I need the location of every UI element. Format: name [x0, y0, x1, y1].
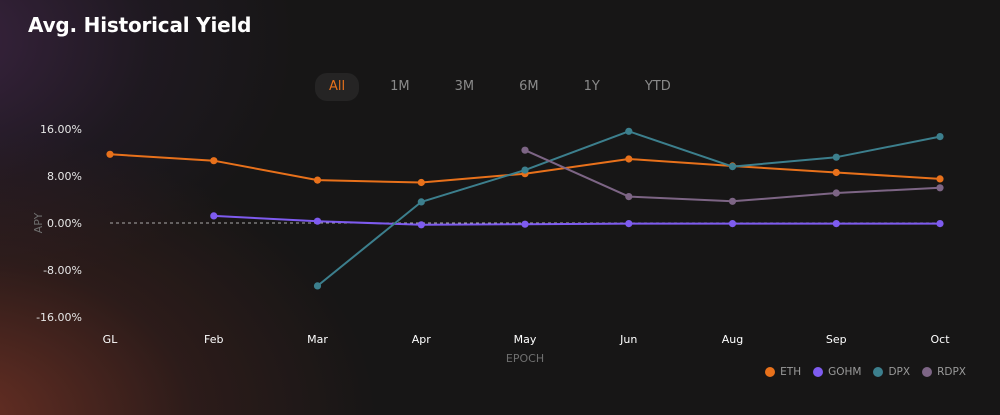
data-point-gohm[interactable] — [521, 220, 529, 228]
dpx-swatch — [873, 367, 884, 377]
legend-label-eth: ETH — [780, 366, 802, 378]
data-point-eth[interactable] — [210, 157, 218, 165]
legend-item-gohm[interactable]: GOHM — [813, 366, 861, 378]
tab-all[interactable]: All — [315, 73, 360, 101]
page-title: Avg. Historical Yield — [28, 13, 252, 37]
x-tick-label: Mar — [307, 333, 328, 346]
tab-6m[interactable]: 6M — [519, 79, 539, 94]
data-point-dpx[interactable] — [832, 153, 840, 161]
y-tick-label: -16.00% — [36, 311, 82, 324]
tab-1m[interactable]: 1M — [390, 79, 410, 94]
data-point-dpx[interactable] — [417, 198, 425, 206]
y-tick-label: 16.00% — [40, 123, 82, 136]
data-point-eth[interactable] — [625, 155, 633, 163]
data-point-gohm[interactable] — [625, 220, 633, 228]
x-tick-label: Apr — [412, 333, 432, 346]
tab-1y[interactable]: 1Y — [583, 79, 600, 94]
timeframe-tabs: All 1M 3M 6M 1Y YTD — [315, 73, 702, 101]
data-point-gohm[interactable] — [313, 217, 322, 225]
data-point-eth[interactable] — [313, 176, 322, 184]
tab-ytd[interactable]: YTD — [644, 79, 671, 94]
data-point-dpx[interactable] — [625, 127, 633, 135]
series-dpx — [313, 127, 944, 290]
tab-3m[interactable]: 3M — [454, 79, 475, 94]
data-point-eth[interactable] — [106, 150, 114, 158]
data-point-rdpx[interactable] — [936, 184, 944, 192]
y-axis-title: APY — [32, 212, 45, 233]
data-point-eth[interactable] — [936, 175, 944, 183]
data-point-gohm[interactable] — [210, 212, 218, 220]
y-tick-label: 0.00% — [47, 217, 82, 230]
x-tick-label: Sep — [826, 333, 847, 346]
x-axis-ticks: GL Feb Mar Apr May Jun Aug Sep Oct — [103, 333, 951, 346]
gohm-swatch — [813, 367, 824, 377]
series-group — [106, 127, 944, 290]
chart-legend: ETH GOHM DPX RDPX — [753, 366, 966, 378]
data-point-dpx[interactable] — [313, 282, 322, 290]
series-line-gohm — [213, 214, 940, 226]
data-point-rdpx[interactable] — [625, 193, 633, 201]
legend-label-rdpx: RDPX — [937, 366, 966, 378]
legend-item-rdpx[interactable]: RDPX — [922, 366, 966, 378]
series-line-dpx — [316, 130, 941, 287]
data-point-rdpx[interactable] — [728, 197, 737, 205]
x-axis-title: EPOCH — [506, 352, 544, 365]
legend-label-gohm: GOHM — [828, 366, 862, 378]
series-gohm — [210, 212, 944, 229]
legend-label-dpx: DPX — [888, 366, 911, 378]
x-tick-label: Jun — [619, 333, 637, 346]
data-point-gohm[interactable] — [936, 220, 944, 228]
data-point-rdpx[interactable] — [832, 189, 840, 197]
x-tick-label: GL — [103, 333, 119, 346]
data-point-rdpx[interactable] — [521, 146, 529, 154]
legend-item-dpx[interactable]: DPX — [873, 366, 910, 378]
data-point-gohm[interactable] — [728, 220, 737, 228]
data-point-gohm[interactable] — [417, 221, 425, 229]
data-point-dpx[interactable] — [728, 163, 737, 171]
eth-swatch — [765, 367, 776, 377]
y-tick-label: 8.00% — [47, 170, 82, 183]
data-point-eth[interactable] — [417, 178, 425, 187]
x-tick-label: Aug — [722, 333, 743, 346]
data-point-gohm[interactable] — [832, 220, 840, 228]
rdpx-swatch — [922, 367, 933, 377]
data-point-dpx[interactable] — [521, 166, 529, 174]
y-tick-label: -8.00% — [43, 264, 82, 277]
y-axis-ticks: 16.00% 8.00% 0.00% -8.00% -16.00% — [36, 123, 82, 324]
x-tick-label: May — [514, 333, 537, 346]
data-point-dpx[interactable] — [936, 133, 944, 141]
legend-item-eth[interactable]: ETH — [765, 366, 801, 378]
x-tick-label: Feb — [204, 333, 223, 346]
x-tick-label: Oct — [930, 333, 950, 346]
data-point-eth[interactable] — [832, 168, 840, 177]
series-rdpx — [521, 146, 944, 205]
